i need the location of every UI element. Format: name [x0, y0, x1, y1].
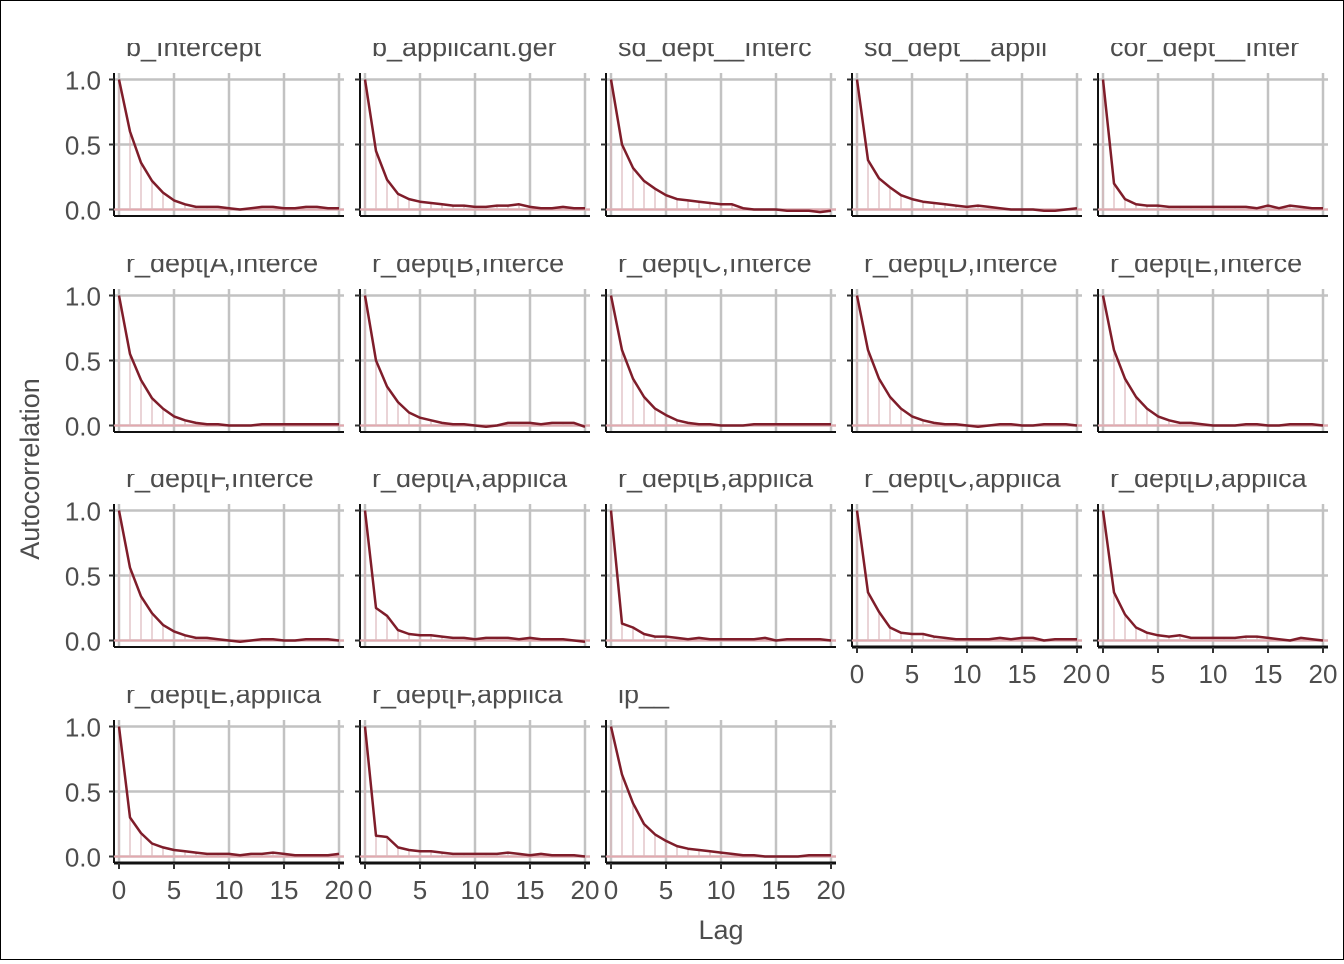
- x-tick-label: 0: [604, 875, 618, 905]
- acf-series-line: [609, 510, 832, 642]
- y-tick-label: 0.5: [65, 778, 101, 808]
- panel-title: cor_dept__Inter: [1110, 32, 1299, 62]
- x-tick-label: 20: [1309, 659, 1338, 689]
- y-tick-label: 1.0: [65, 282, 101, 312]
- panel-title: sd_dept__Interc: [618, 32, 812, 62]
- facet-panel: cor_dept__Inter: [1093, 32, 1328, 217]
- y-tick-label: 0.0: [65, 412, 101, 442]
- acf-series-line: [609, 79, 832, 214]
- facet-panel: sd_dept__Interc: [601, 32, 836, 217]
- acf-series-line: [609, 726, 831, 858]
- x-axis-label: Lag: [698, 915, 743, 945]
- facet-panel: 0 5 10 15 20 r_dept[C,applica: [847, 463, 1092, 689]
- acf-series-line: [1101, 79, 1323, 210]
- acf-series-line: [1101, 295, 1324, 427]
- x-tick-label: 15: [270, 875, 299, 905]
- y-tick-label: 0.0: [65, 196, 101, 226]
- panel-title: r_dept[A,Interce: [126, 248, 318, 278]
- x-tick-label: 15: [516, 875, 545, 905]
- x-tick-label: 15: [1008, 659, 1037, 689]
- panel-title: r_dept[B,applica: [618, 463, 814, 493]
- facet-panel: 0 5 10 15 20 lp__: [601, 679, 846, 905]
- acf-series-line: [117, 510, 340, 644]
- y-tick-label: 0.0: [65, 627, 101, 657]
- facet-panel: 0 5 10 15 20 r_dept[D,applica: [1093, 463, 1338, 689]
- x-tick-label: 0: [850, 659, 864, 689]
- facet-panel: 0.0 0.5 1.0 r_dept[A,Interce: [65, 248, 344, 442]
- acf-series-line: [117, 295, 339, 427]
- y-tick-label: 1.0: [65, 66, 101, 96]
- y-axis-label: Autocorrelation: [15, 378, 45, 560]
- facet-panel: sd_dept__appli: [847, 32, 1082, 217]
- facet-panel: r_dept[B,applica: [601, 463, 836, 648]
- y-tick-label: 0.0: [65, 843, 101, 873]
- x-tick-label: 0: [1096, 659, 1110, 689]
- x-tick-label: 10: [215, 875, 244, 905]
- acf-series-line: [855, 510, 1077, 642]
- y-tick-label: 1.0: [65, 497, 101, 527]
- acf-series-line: [363, 510, 586, 644]
- facet-panel: b_applicant.ger: [355, 32, 590, 217]
- panel-title: sd_dept__appli: [864, 32, 1047, 62]
- panel-title: r_dept[B,Interce: [372, 248, 564, 278]
- acf-series-line: [117, 726, 340, 857]
- panel-title: r_dept[E,applica: [126, 679, 322, 709]
- panel-title: r_dept[A,applica: [372, 463, 568, 493]
- x-tick-label: 0: [358, 875, 372, 905]
- panel-title: r_dept[C,applica: [864, 463, 1062, 493]
- y-tick-label: 0.5: [65, 347, 101, 377]
- acf-series-line: [1101, 510, 1324, 642]
- acf-series-line: [363, 79, 585, 210]
- facet-panel: 0.0 0.5 1.0 0 5 10 15 20 r_dept[E,applica: [65, 679, 354, 905]
- x-tick-label: 15: [762, 875, 791, 905]
- x-tick-label: 5: [1151, 659, 1165, 689]
- facet-panel: r_dept[C,Interce: [601, 248, 836, 433]
- panel-title: r_dept[F,applica: [372, 679, 564, 709]
- panel-title: b_applicant.ger: [372, 32, 557, 62]
- x-tick-label: 20: [817, 875, 846, 905]
- panel-title: r_dept[C,Interce: [618, 248, 812, 278]
- x-tick-label: 0: [112, 875, 126, 905]
- y-tick-label: 0.5: [65, 562, 101, 592]
- x-tick-label: 10: [707, 875, 736, 905]
- facet-panel: r_dept[B,Interce: [355, 248, 590, 433]
- facet-panel: 0.0 0.5 1.0 b_Intercept: [65, 32, 344, 226]
- facet-panel: r_dept[E,Interce: [1093, 248, 1328, 433]
- y-tick-label: 0.5: [65, 131, 101, 161]
- facet-panel: 0 5 10 15 20 r_dept[F,applica: [355, 679, 600, 905]
- x-tick-label: 20: [1063, 659, 1092, 689]
- x-tick-label: 5: [167, 875, 181, 905]
- acf-series-line: [117, 79, 339, 211]
- panel-title: r_dept[D,applica: [1110, 463, 1308, 493]
- x-tick-label: 5: [659, 875, 673, 905]
- acf-series-line: [363, 295, 586, 429]
- panel-title: r_dept[D,Interce: [864, 248, 1058, 278]
- panel-title: r_dept[F,Interce: [126, 463, 314, 493]
- x-tick-label: 5: [413, 875, 427, 905]
- facet-panel: r_dept[D,Interce: [847, 248, 1082, 433]
- facet-panel: r_dept[A,applica: [355, 463, 590, 648]
- acf-series-line: [855, 79, 1078, 213]
- acf-series-line: [609, 295, 831, 427]
- panel-title: b_Intercept: [126, 32, 262, 62]
- facet-panel: 0.0 0.5 1.0 r_dept[F,Interce: [65, 463, 344, 657]
- x-tick-label: 20: [325, 875, 354, 905]
- x-tick-label: 10: [1199, 659, 1228, 689]
- x-tick-label: 15: [1254, 659, 1283, 689]
- x-tick-label: 10: [461, 875, 490, 905]
- acf-series-line: [363, 726, 586, 858]
- x-tick-label: 10: [953, 659, 982, 689]
- acf-series-line: [855, 295, 1078, 429]
- panel-title: lp__: [618, 679, 670, 709]
- panel-title: r_dept[E,Interce: [1110, 248, 1302, 278]
- y-tick-label: 1.0: [65, 713, 101, 743]
- x-tick-label: 20: [571, 875, 600, 905]
- x-tick-label: 5: [905, 659, 919, 689]
